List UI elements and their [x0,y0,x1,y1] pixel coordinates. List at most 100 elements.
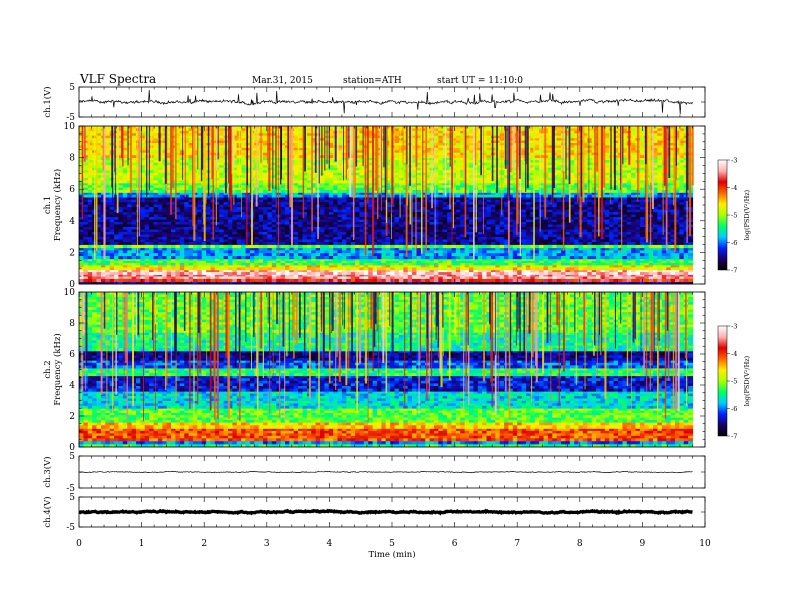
spectrogram-cell [110,263,115,266]
spectrogram-cell [653,250,658,253]
spectrogram-cell [232,263,237,266]
spectrogram-cell [434,265,439,268]
spectrogram-cell [513,267,518,270]
spectrogram-cell [430,245,435,249]
spectrogram-cell [329,197,334,200]
spectrogram-cell [688,256,693,259]
spectrogram-cell [460,245,465,249]
spectrogram-cell [618,263,623,266]
spectrogram-cell [254,267,259,270]
spectrogram-cell [263,232,268,235]
spectrogram-cell [456,235,461,238]
spectrogram-cell [657,263,662,266]
spectrogram-cell [215,245,220,249]
spectrogram-cell [495,222,500,225]
spectrogram-cell [478,263,483,266]
spectrogram-cell [101,272,106,275]
spectrogram-cell [522,197,527,200]
spectrogram-cell [649,250,654,253]
spectrogram-cell [399,240,404,243]
spectrogram-cell [88,225,93,228]
spectrogram-cell [127,202,132,205]
spectrogram-cell [482,222,487,225]
spectrogram-cell [110,267,115,270]
spectrogram-cell [482,232,487,235]
spectrogram-cell [640,230,645,233]
spectrogram-cell [544,232,549,235]
spectrogram-cell [618,245,623,249]
spectrogram-cell [399,217,404,220]
spectrogram-cell [557,197,562,200]
spectrogram-cell [237,227,242,230]
spectrogram-cell [338,225,343,228]
spectrogram-cell [688,272,693,275]
spectrogram-cell [211,240,216,243]
spectrogram-cell [206,205,211,208]
spectrogram-cell [399,279,404,283]
spectrogram-cell [162,240,167,243]
spectrogram-cell [526,242,531,245]
spectrogram-cell [303,232,308,235]
spectrogram-cell [487,242,492,245]
spectrogram-cell [202,256,207,259]
spectrogram-cell [500,210,505,213]
spectrogram-cell [438,245,443,249]
spectrogram-cell [232,197,237,200]
spectrogram-cell [88,217,93,220]
spectrogram-cell [307,235,312,238]
spectrogram-cell [320,267,325,270]
spectrogram-cell [79,212,84,215]
spectrogram-cell [140,245,145,249]
spectrogram-cell [609,227,614,230]
spectrogram-cell [456,237,461,240]
spectrogram-cell [281,230,286,233]
spectrogram-cell [438,253,443,256]
spectrogram-cell [640,277,645,279]
spectrogram-cell [679,267,684,270]
spectrogram-cell [425,263,430,266]
spectrogram-cell [622,265,627,268]
spectrogram-cell [605,215,610,218]
spectrogram-cell [583,250,588,253]
spectrogram-cell [246,277,251,279]
spectrogram-cell [338,265,343,268]
spectrogram-cell [346,237,351,240]
spectrogram-cell [320,277,325,279]
spectrogram-cell [522,222,527,225]
spectrogram-cell [333,200,338,203]
spectrogram-cell [351,256,356,259]
spectrogram-cell [167,279,172,283]
spectrogram-cell [592,202,597,205]
spectrogram-cell [254,245,259,249]
spectrogram-cell [136,267,141,270]
spectrogram-cell [241,256,246,259]
spectrogram-cell [346,267,351,270]
spectrogram-cell [368,267,373,270]
spectrogram-cell [636,222,641,225]
spectrogram-cell [592,210,597,213]
spectrogram-cell [232,215,237,218]
spectrogram-cell [232,237,237,240]
spectrogram-cell [237,225,242,228]
spectrogram-cell [587,230,592,233]
spectrogram-cell [123,210,128,213]
spectrogram-cell [97,263,102,266]
spectrogram-cell [355,230,360,233]
spectrogram-cell [416,240,421,243]
spectrogram-cell [355,242,360,245]
spectrogram-cell [162,242,167,245]
spectrogram-cell [83,197,88,200]
spectrogram-cell [657,227,662,230]
spectrogram-cell [237,197,242,200]
spectrogram-cell [228,217,233,220]
spectrogram-cell [320,222,325,225]
spectrogram-cell [605,202,610,205]
spectrogram-cell [92,265,97,268]
spectrogram-cell [259,267,264,270]
spectrogram-cell [460,200,465,203]
spectrogram-cell [513,250,518,253]
spectrogram-cell [605,263,610,266]
spectrogram-cell [416,227,421,230]
spectrogram-cell [565,279,570,283]
spectrogram-cell [438,227,443,230]
